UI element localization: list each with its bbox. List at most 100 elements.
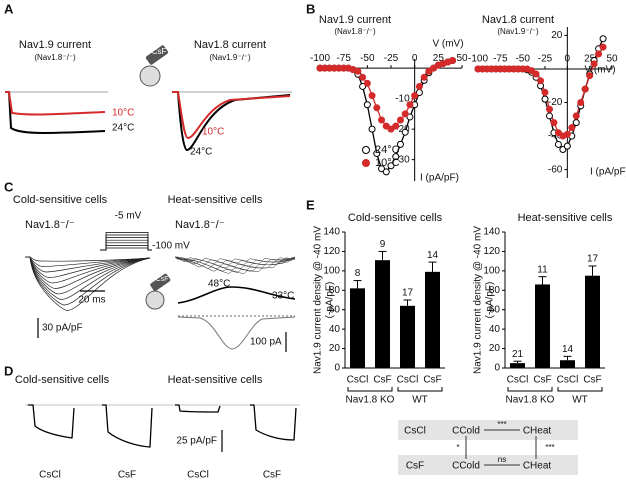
legend-label: 10°C — [375, 157, 400, 169]
data-point — [550, 119, 558, 127]
data-point — [577, 99, 585, 106]
y-tick-label: 120 — [323, 246, 340, 257]
data-point — [378, 165, 386, 173]
trace-label: 24°C — [190, 147, 212, 158]
data-point — [387, 125, 395, 133]
data-point — [401, 128, 409, 136]
group-bracket — [557, 387, 603, 392]
trace-label: 24°C — [112, 123, 134, 134]
panel-label: B — [306, 1, 315, 16]
section-title: Heat-sensitive cells — [168, 194, 263, 206]
data-point — [368, 125, 376, 133]
data-point — [392, 122, 400, 130]
x-tick-label: -75 — [493, 54, 508, 65]
chart-title: Nav1.8 current — [482, 14, 554, 26]
y-tick-label: 60 — [329, 304, 341, 315]
n-label: 14 — [562, 344, 574, 355]
n-label: 21 — [512, 349, 524, 360]
data-point — [590, 60, 598, 68]
x-tick-label: -75 — [336, 53, 351, 64]
section-title: Cold-sensitive cells — [13, 194, 108, 206]
data-point — [563, 142, 571, 150]
data-point — [382, 168, 390, 176]
trace — [174, 256, 296, 273]
trace — [25, 256, 151, 267]
diagram-text: CCold — [452, 426, 480, 437]
group-bracket — [397, 387, 443, 392]
trace-label: CsF — [118, 470, 136, 481]
data-point — [373, 104, 381, 112]
data-point — [554, 140, 562, 148]
data-point — [392, 153, 400, 161]
trace — [25, 256, 151, 278]
data-point — [373, 150, 381, 158]
x-tick-label: -100 — [468, 54, 488, 65]
panel-label: D — [4, 363, 13, 378]
section-title: Heat-sensitive cells — [168, 374, 263, 386]
data-point — [420, 73, 428, 81]
trace — [174, 256, 296, 271]
y-tick-label: 80 — [489, 285, 501, 296]
bar — [350, 288, 365, 368]
bar — [535, 284, 550, 368]
x-tick-label: CsCl — [347, 375, 369, 386]
diagram-text: CCold — [452, 461, 480, 472]
group-bracket — [347, 387, 393, 392]
y-tick-label: 120 — [483, 246, 500, 257]
group-label: WT — [412, 395, 428, 406]
y-axis-label: I (pA/pF) — [420, 173, 459, 184]
x-tick-label: 25 — [433, 53, 445, 64]
trace — [25, 256, 151, 311]
x-tick-label: -25 — [384, 53, 399, 64]
data-point — [586, 72, 594, 80]
x-tick-label: 25 — [584, 54, 596, 65]
y-tick-label: 20 — [489, 343, 501, 354]
chart-subtitle: (Nav1.8⁻/⁻) — [334, 27, 376, 36]
trace-title: Nav1.9 current — [19, 39, 91, 51]
x-tick-label: CsF — [533, 375, 551, 386]
diagram-text: ns — [498, 455, 506, 464]
trace — [25, 256, 151, 262]
current-family — [174, 256, 296, 274]
trace — [25, 256, 151, 306]
legend-marker — [362, 159, 370, 167]
legend-label: 24°C — [375, 144, 400, 156]
genotype: Nav1.8⁻/⁻ — [175, 219, 225, 231]
diagram-text: * — [456, 443, 459, 452]
voltage-protocol — [100, 232, 152, 251]
y-axis-label: I (pA/pF) — [590, 167, 626, 178]
trace — [25, 256, 151, 300]
trace — [5, 91, 106, 116]
n-label: 9 — [380, 239, 386, 250]
panel-label: C — [4, 179, 14, 194]
data-point — [595, 50, 603, 58]
scale-label: 20 ms — [78, 295, 105, 306]
bar — [585, 275, 600, 368]
y-tick-label: 0 — [334, 363, 340, 374]
data-point — [396, 140, 404, 148]
data-point — [449, 57, 457, 65]
data-point — [545, 105, 553, 113]
data-point — [382, 122, 390, 130]
data-point — [406, 113, 414, 121]
y-tick-label: 0 — [494, 363, 500, 374]
data-point — [599, 43, 607, 51]
data-point — [354, 67, 362, 75]
protocol-label: -100 mV — [152, 241, 190, 252]
chart-title: Cold-sensitive cells — [348, 212, 443, 224]
y-tick-label: 100 — [483, 265, 500, 276]
trace-subtitle: (Nav1.9⁻/⁻) — [209, 53, 251, 62]
bar — [375, 260, 390, 368]
data-point — [572, 119, 580, 127]
trace — [250, 404, 297, 441]
trace-label: CsF — [263, 470, 281, 481]
data-point — [406, 101, 414, 109]
data-point — [363, 101, 371, 109]
section-title: Cold-sensitive cells — [15, 374, 110, 386]
scale-label: 25 pA/pF — [176, 436, 217, 447]
chart-title: Nav1.9 current — [319, 14, 391, 26]
data-point — [411, 92, 419, 100]
data-point — [415, 82, 423, 90]
diagram-text: CHeat — [523, 426, 552, 437]
current-family — [25, 256, 151, 311]
